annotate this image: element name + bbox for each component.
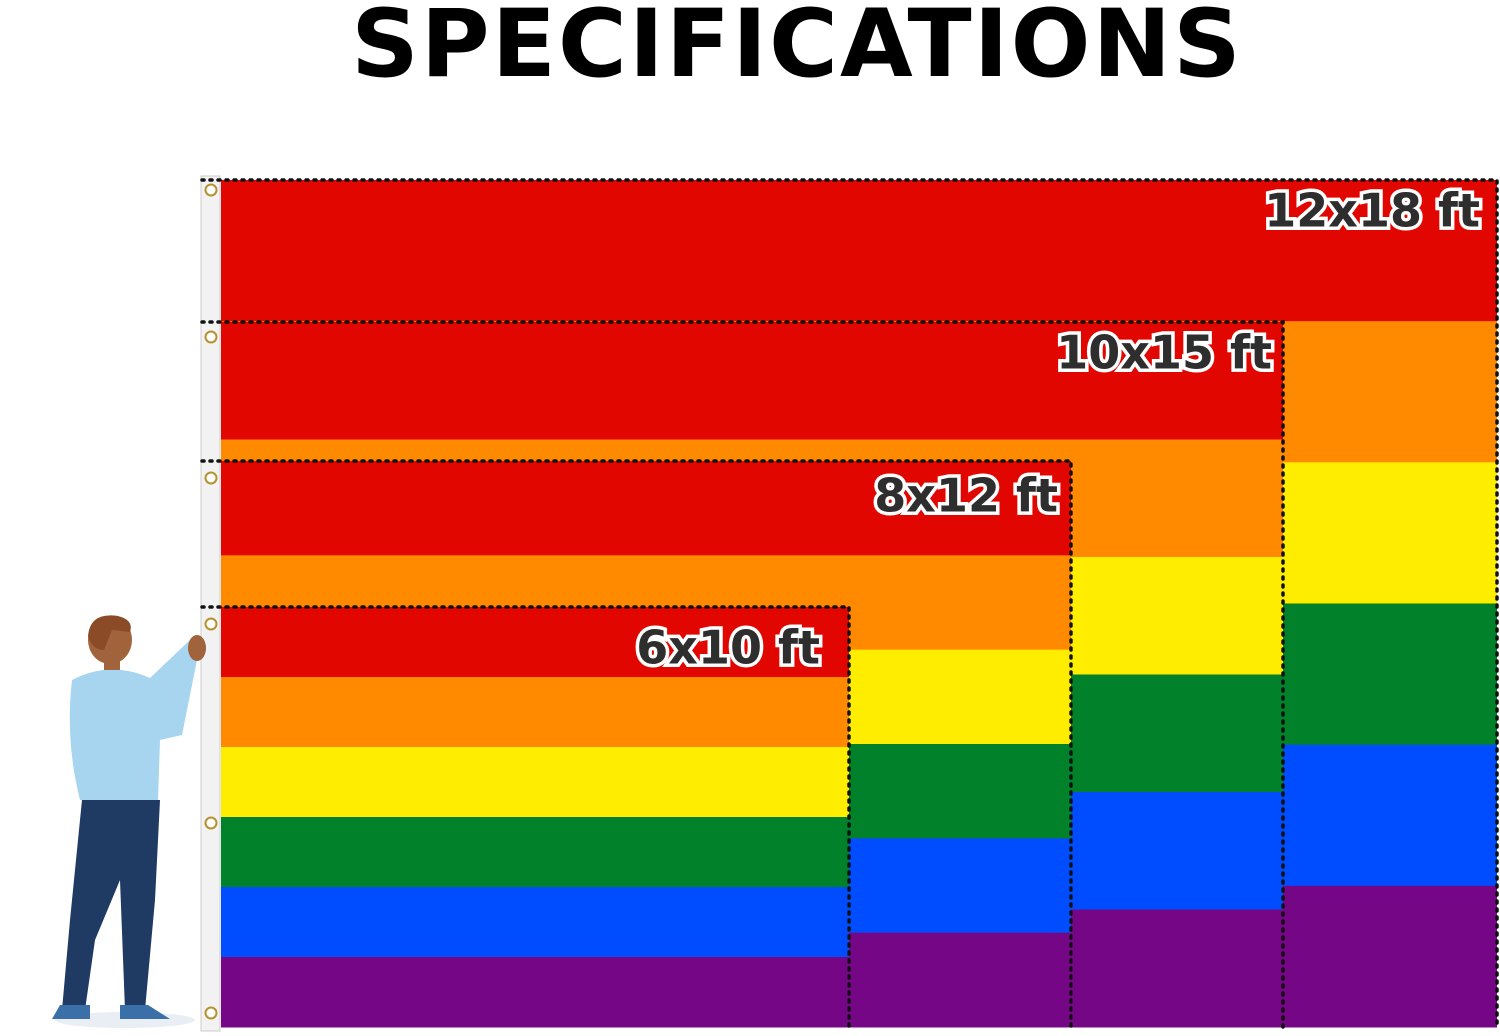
dotted-border: [200, 320, 1285, 1029]
dotted-border: [200, 459, 1073, 1029]
size-label: 10x15 ft: [1056, 326, 1272, 380]
hand: [188, 635, 206, 661]
size-label: 12x18 ft: [1264, 184, 1480, 238]
grommet: [204, 183, 218, 197]
stripe: [221, 180, 1497, 322]
shirt: [69, 640, 198, 800]
stripe: [221, 677, 849, 748]
grommet: [204, 330, 218, 344]
legs: [62, 800, 160, 1010]
stripe: [221, 817, 849, 888]
grommets: [204, 183, 218, 1020]
shoes: [52, 1005, 170, 1019]
stripe: [221, 747, 849, 818]
dotted-border: [200, 178, 1499, 1029]
stripe: [221, 461, 1071, 556]
flags: [221, 180, 1497, 1028]
person: [52, 615, 206, 1028]
borders: [200, 178, 1499, 1029]
stripe: [221, 322, 1283, 440]
grommet: [204, 816, 218, 830]
grommet: [204, 1006, 218, 1020]
grommet: [204, 471, 218, 485]
title: SPECIFICATIONS: [351, 0, 1243, 99]
stripe: [221, 887, 849, 958]
dotted-border: [200, 605, 851, 1029]
flag-pole: [200, 175, 221, 1032]
size-label: 6x10 ft: [636, 621, 820, 675]
grommet: [204, 617, 218, 631]
size-label: 8x12 ft: [874, 469, 1058, 523]
stripe: [221, 957, 849, 1028]
stripe: [221, 607, 849, 678]
hair: [88, 615, 131, 650]
